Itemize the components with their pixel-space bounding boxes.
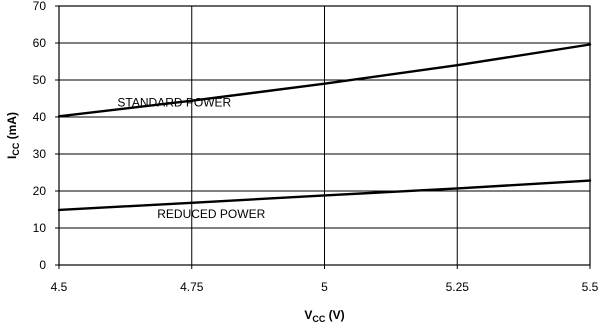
series-labels: STANDARD POWER REDUCED POWER	[117, 96, 265, 221]
series-line-standard-power	[57, 43, 592, 118]
y-axis-title-unit: (mA)	[5, 112, 19, 143]
y-tick-label: 0	[39, 258, 46, 272]
x-tick-label: 5.5	[582, 280, 599, 294]
x-tick-labels: 4.5 4.75 5 5.25 5.5	[51, 280, 599, 294]
y-tick-labels: 0 10 20 30 40 50 60 70	[33, 0, 47, 272]
y-tick-label: 50	[33, 73, 47, 87]
series-label-reduced-power: REDUCED POWER	[157, 207, 265, 221]
x-axis-title: VCC (V)	[304, 308, 344, 324]
y-tick-label: 10	[33, 221, 47, 235]
x-tick-label: 4.75	[180, 280, 204, 294]
y-tick-label: 60	[33, 36, 47, 50]
y-axis-title-sub: CC	[11, 142, 21, 155]
x-tick-label: 5.25	[446, 280, 470, 294]
x-tick-label: 5	[321, 280, 328, 294]
y-tick-label: 20	[33, 184, 47, 198]
x-axis-title-sub: CC	[312, 314, 325, 324]
x-axis-title-main: V	[304, 308, 312, 322]
y-tick-label: 70	[33, 0, 47, 13]
y-tick-label: 30	[33, 147, 47, 161]
x-tick-label: 4.5	[51, 280, 68, 294]
y-tick-label: 40	[33, 110, 47, 124]
series-label-standard-power: STANDARD POWER	[117, 96, 231, 110]
y-axis-title: ICC (mA)	[5, 112, 21, 159]
series-layer	[57, 43, 592, 212]
x-axis-title-unit: (V)	[325, 308, 344, 322]
series-line-reduced-power	[57, 179, 592, 212]
plot-frame	[58, 5, 591, 266]
y-axis-title-group: ICC (mA)	[5, 112, 21, 159]
grid-layer	[55, 5, 591, 269]
y-axis-title-main: I	[5, 156, 19, 159]
